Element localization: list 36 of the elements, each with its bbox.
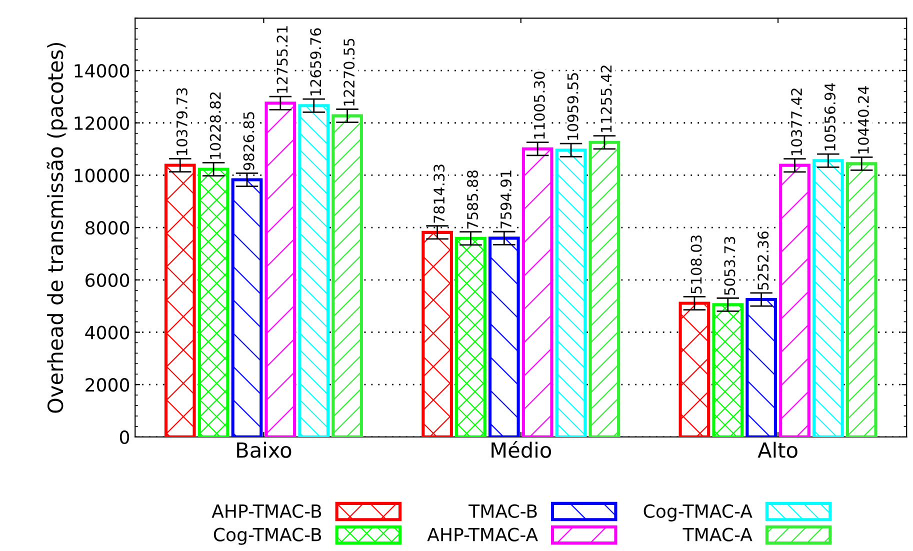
data-label: 12755.21: [276, 26, 288, 93]
data-label: 10228.82: [210, 92, 221, 159]
data-label: 11005.30: [534, 72, 545, 139]
data-label: 5252.36: [758, 231, 769, 290]
data-label: 9826.85: [243, 112, 254, 170]
data-label: 7594.91: [500, 170, 512, 228]
y-tick-label: 0: [120, 430, 130, 444]
data-label: 7585.88: [467, 170, 478, 229]
data-label: 12270.55: [344, 38, 355, 106]
data-label: 5053.73: [724, 236, 736, 295]
data-label: 12659.76: [310, 28, 322, 96]
legend-label: AHP-TMAC-A: [427, 528, 538, 542]
data-label: 10556.94: [824, 83, 836, 150]
y-tick-label: 14000: [74, 64, 130, 78]
y-tick-label: 4000: [85, 326, 130, 340]
data-label: 7814.33: [434, 164, 445, 223]
y-tick-label: 8000: [86, 221, 130, 235]
data-label: 11255.42: [600, 66, 612, 132]
legend-label: TMAC-B: [468, 504, 537, 518]
y-tick-label: 6000: [86, 273, 130, 288]
data-label: 5108.03: [690, 235, 702, 294]
x-tick-label: Baixo: [237, 442, 292, 458]
y-tick-label: 12000: [74, 116, 130, 130]
y-tick-label: 10000: [74, 168, 130, 182]
legend-label: Cog-TMAC-A: [644, 504, 752, 522]
data-label: 10377.42: [791, 88, 802, 156]
legend-label: AHP-TMAC-B: [212, 504, 322, 518]
x-tick-label: Médio: [492, 440, 551, 458]
data-label: 10379.73: [176, 88, 188, 156]
y-axis-title: Overhead de transmissão (pacotes): [46, 42, 68, 413]
data-label: 10959.55: [567, 73, 578, 140]
legend-label: TMAC-A: [682, 528, 752, 542]
x-tick-label: Alto: [758, 442, 798, 458]
data-label: 10440.24: [858, 86, 869, 154]
legend-label: Cog-TMAC-B: [214, 528, 322, 545]
y-tick-label: 2000: [86, 378, 130, 392]
